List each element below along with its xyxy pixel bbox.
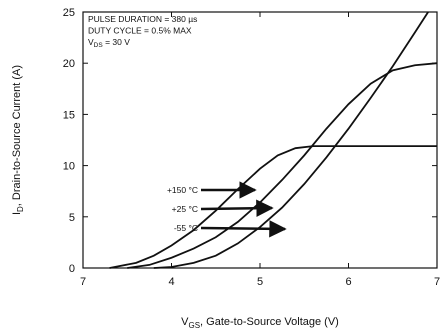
y-tick-label: 10: [63, 161, 75, 173]
x-axis-label: VGS, Gate-to-Source Voltage (V): [181, 316, 339, 330]
series-arrow: [200, 220, 287, 238]
x-axis-label-main: V: [181, 316, 189, 328]
annotations: PULSE DURATION = 380 µs DUTY CYCLE = 0.5%…: [88, 14, 197, 49]
x-axis-label-rest: , Gate-to-Source Voltage (V): [200, 316, 339, 328]
y-axis-label-sub: D: [16, 206, 25, 212]
series-label: +150 °C: [167, 185, 198, 195]
y-axis-label-rest: , Drain-to-Source Current (A): [11, 65, 23, 206]
annotation-main: V: [88, 37, 94, 47]
series-line: [109, 145, 437, 269]
annotation: DUTY CYCLE = 0.5% MAX: [88, 26, 192, 36]
x-tick-label: 7: [434, 276, 440, 288]
series-arrow: [200, 199, 274, 217]
x-axis-label-sub: GS: [188, 321, 200, 330]
series-line: [153, 11, 429, 269]
x-tick-label: 6: [345, 276, 351, 288]
x-tick-label: 4: [168, 276, 174, 288]
y-axis-label: ID, Drain-to-Source Current (A): [11, 65, 25, 215]
series-line: [127, 62, 438, 269]
y-tick-label: 20: [63, 58, 75, 70]
annotation: VDS = 30 V: [88, 37, 130, 49]
series-label: -55 °C: [174, 223, 198, 233]
annotation: PULSE DURATION = 380 µs: [88, 14, 197, 24]
y-tick-label: 15: [63, 109, 75, 121]
series-label: +25 °C: [172, 204, 198, 214]
x-tick-label: 5: [257, 276, 263, 288]
x-tick-label: 7: [80, 276, 86, 288]
y-tick-label: 0: [69, 263, 75, 275]
annotation-sub: DS: [94, 42, 104, 49]
y-axis-label-main: I: [11, 212, 23, 215]
annotation-rest: = 30 V: [103, 37, 131, 47]
y-tick-label: 25: [63, 7, 75, 19]
y-tick-label: 5: [69, 212, 75, 224]
